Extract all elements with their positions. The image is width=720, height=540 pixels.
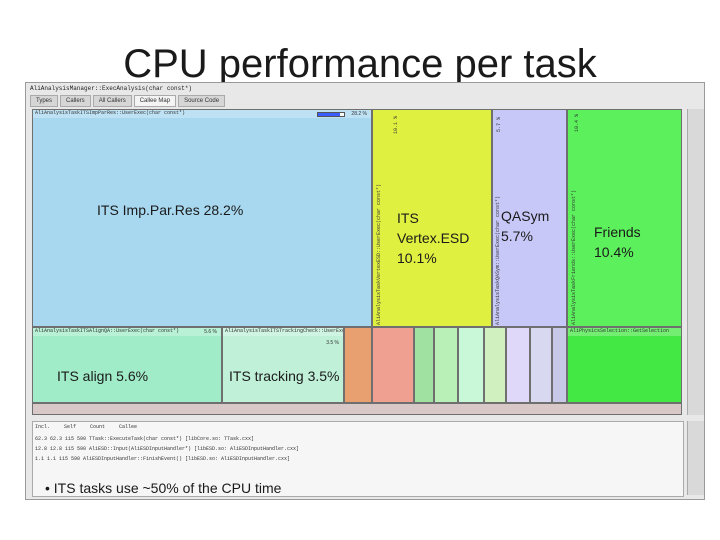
table-row[interactable]: 12.8 12.8 115 590 AliESD::Input(AliESDIn… <box>35 446 300 452</box>
list-scrollbar[interactable] <box>687 421 704 495</box>
block-label-tracking: ITS tracking 3.5% <box>229 368 340 384</box>
block-label-align: ITS align 5.6% <box>57 368 149 384</box>
table-row[interactable]: 62.3 62.3 115 590 TTask::ExecuteTask(cha… <box>35 436 255 442</box>
block-vlabel: AliAnalysisTaskFriends::UserExec(char co… <box>571 189 577 325</box>
tab-types[interactable]: Types <box>30 95 59 107</box>
block-small-2[interactable] <box>372 327 414 403</box>
block-percent: 5.6 % <box>204 329 217 335</box>
tab-callers[interactable]: Callers <box>60 95 91 107</box>
block-small-7[interactable] <box>506 327 530 403</box>
block-percent: 28.2 % <box>351 111 367 117</box>
block-small-6[interactable] <box>484 327 506 403</box>
tab-all-callers[interactable]: All Callers <box>92 95 132 107</box>
column-header[interactable]: Count <box>90 424 106 430</box>
block-physics-selection[interactable]: AliPhysicsSelection::GetSelection <box>567 327 682 403</box>
block-small-1[interactable] <box>344 327 372 403</box>
block-vertex-esd[interactable]: AliAnalysisTaskVertexESD::UserExec(char … <box>372 109 492 327</box>
bullet-text: ITS tasks use ~50% of the CPU time <box>53 480 282 496</box>
callee-list: Incl. Self Count Callee 62.3 62.3 115 590 T… <box>32 421 684 497</box>
column-header[interactable]: Incl. <box>35 424 51 430</box>
block-friends[interactable]: AliAnalysisTaskFriends::UserExec(char co… <box>567 109 682 327</box>
tab-source-code[interactable]: Source Code <box>178 95 226 107</box>
slide-title: CPU performance per task <box>123 42 597 86</box>
block-label-imp-par-res: ITS Imp.Par.Res 28.2% <box>97 202 244 218</box>
callee-map: AliAnalysisTaskITSImpParRes::UserExec(ch… <box>32 109 682 415</box>
block-its-tracking[interactable]: AliAnalysisTaskITSTrackingCheck::UserExe… <box>222 327 344 403</box>
block-label-vertex: ITS Vertex.ESD 10.1% <box>397 210 470 266</box>
column-header[interactable]: Callee <box>119 424 138 430</box>
block-strip <box>32 403 682 415</box>
block-its-align[interactable]: AliAnalysisTaskITSAlignQA::UserExec(char… <box>32 327 222 403</box>
block-vlabel: AliAnalysisTaskVertexESD::UserExec(char … <box>376 183 382 325</box>
block-percent: 10.4 % <box>574 113 580 132</box>
block-qasym[interactable]: AliAnalysisTaskQASym::UserExec(char cons… <box>492 109 567 327</box>
list-header: Incl. Self Count Callee <box>35 424 137 432</box>
block-header: AliPhysicsSelection::GetSelection <box>568 328 681 336</box>
block-small-4[interactable] <box>434 327 458 403</box>
block-header: AliAnalysisTaskITSTrackingCheck::UserExe… <box>223 328 344 336</box>
block-small-9[interactable] <box>552 327 567 403</box>
block-small-3[interactable] <box>414 327 434 403</box>
block-label-qasym: QASym 5.7% <box>501 208 550 244</box>
tab-bar: Types Callers All Callers Callee Map Source … <box>30 95 226 107</box>
block-percent: 5.7 % <box>496 116 502 132</box>
slide-bullet: • ITS tasks use ~50% of the CPU time <box>45 480 282 496</box>
window-title: AliAnalysisManager::ExecAnalysis(char co… <box>30 85 193 92</box>
tab-callee-map[interactable]: Callee Map <box>133 95 177 107</box>
block-percent-bar <box>317 112 345 117</box>
profiler-window: AliAnalysisManager::ExecAnalysis(char co… <box>25 82 705 500</box>
block-header: AliAnalysisTaskITSAlignQA::UserExec(char… <box>33 328 221 336</box>
column-header[interactable]: Self <box>64 424 77 430</box>
block-imp-par-res[interactable]: AliAnalysisTaskITSImpParRes::UserExec(ch… <box>32 109 372 327</box>
block-small-5[interactable] <box>458 327 484 403</box>
block-percent: 3.5 % <box>326 340 339 346</box>
block-label-friends: Friends 10.4% <box>594 224 641 260</box>
block-percent: 10.1 % <box>393 115 399 134</box>
block-small-8[interactable] <box>530 327 552 403</box>
block-header: AliAnalysisTaskITSImpParRes::UserExec(ch… <box>33 110 371 118</box>
table-row[interactable]: 1.1 1.1 115 590 AliESDInputHandler::Fini… <box>35 456 291 462</box>
map-scrollbar[interactable] <box>687 109 704 415</box>
